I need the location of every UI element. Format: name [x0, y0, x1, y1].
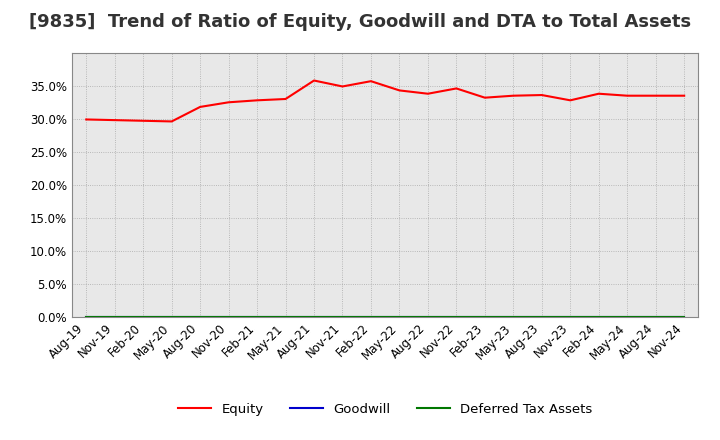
- Equity: [537, 92, 546, 98]
- Deferred Tax Assets: [253, 314, 261, 319]
- Equity: [139, 118, 148, 123]
- Equity: [480, 95, 489, 100]
- Goodwill: [423, 314, 432, 319]
- Equity: [423, 91, 432, 96]
- Equity: [82, 117, 91, 122]
- Goodwill: [566, 314, 575, 319]
- Deferred Tax Assets: [167, 314, 176, 319]
- Deferred Tax Assets: [452, 314, 461, 319]
- Goodwill: [196, 314, 204, 319]
- Goodwill: [680, 314, 688, 319]
- Equity: [366, 78, 375, 84]
- Equity: [452, 86, 461, 91]
- Goodwill: [253, 314, 261, 319]
- Goodwill: [310, 314, 318, 319]
- Line: Equity: Equity: [86, 81, 684, 121]
- Equity: [338, 84, 347, 89]
- Equity: [110, 117, 119, 123]
- Deferred Tax Assets: [566, 314, 575, 319]
- Equity: [282, 96, 290, 102]
- Goodwill: [623, 314, 631, 319]
- Equity: [395, 88, 404, 93]
- Goodwill: [452, 314, 461, 319]
- Equity: [225, 99, 233, 105]
- Equity: [595, 91, 603, 96]
- Deferred Tax Assets: [537, 314, 546, 319]
- Equity: [509, 93, 518, 98]
- Equity: [167, 119, 176, 124]
- Goodwill: [595, 314, 603, 319]
- Goodwill: [366, 314, 375, 319]
- Goodwill: [537, 314, 546, 319]
- Goodwill: [652, 314, 660, 319]
- Equity: [253, 98, 261, 103]
- Deferred Tax Assets: [509, 314, 518, 319]
- Deferred Tax Assets: [282, 314, 290, 319]
- Deferred Tax Assets: [82, 314, 91, 319]
- Deferred Tax Assets: [623, 314, 631, 319]
- Goodwill: [82, 314, 91, 319]
- Equity: [310, 78, 318, 83]
- Equity: [652, 93, 660, 98]
- Goodwill: [225, 314, 233, 319]
- Deferred Tax Assets: [225, 314, 233, 319]
- Goodwill: [338, 314, 347, 319]
- Deferred Tax Assets: [338, 314, 347, 319]
- Deferred Tax Assets: [480, 314, 489, 319]
- Goodwill: [282, 314, 290, 319]
- Goodwill: [395, 314, 404, 319]
- Equity: [196, 104, 204, 110]
- Text: [9835]  Trend of Ratio of Equity, Goodwill and DTA to Total Assets: [9835] Trend of Ratio of Equity, Goodwil…: [29, 13, 691, 31]
- Legend: Equity, Goodwill, Deferred Tax Assets: Equity, Goodwill, Deferred Tax Assets: [173, 397, 598, 421]
- Deferred Tax Assets: [423, 314, 432, 319]
- Deferred Tax Assets: [196, 314, 204, 319]
- Equity: [566, 98, 575, 103]
- Deferred Tax Assets: [139, 314, 148, 319]
- Goodwill: [509, 314, 518, 319]
- Goodwill: [167, 314, 176, 319]
- Deferred Tax Assets: [110, 314, 119, 319]
- Goodwill: [110, 314, 119, 319]
- Equity: [623, 93, 631, 98]
- Goodwill: [139, 314, 148, 319]
- Deferred Tax Assets: [595, 314, 603, 319]
- Goodwill: [480, 314, 489, 319]
- Deferred Tax Assets: [310, 314, 318, 319]
- Deferred Tax Assets: [395, 314, 404, 319]
- Equity: [680, 93, 688, 98]
- Deferred Tax Assets: [652, 314, 660, 319]
- Deferred Tax Assets: [680, 314, 688, 319]
- Deferred Tax Assets: [366, 314, 375, 319]
